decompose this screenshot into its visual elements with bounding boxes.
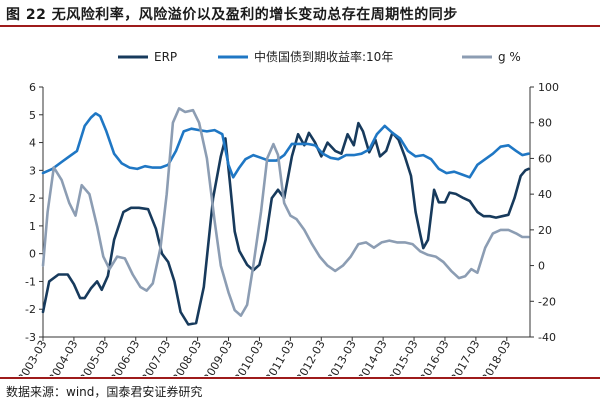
x-tick-label: 2010-03 xyxy=(232,338,266,376)
title-bar: 图 22 无风险利率，风险溢价以及盈利的增长变动总存在周期性的同步 xyxy=(0,0,600,27)
left-tick-label: -3 xyxy=(25,331,36,344)
x-tick-label: 2011-03 xyxy=(263,338,297,376)
legend-label: ERP xyxy=(154,50,177,64)
right-tick-label: 0 xyxy=(538,260,545,273)
left-tick-label: 4 xyxy=(29,137,36,150)
x-tick-label: 2007-03 xyxy=(139,338,173,376)
x-tick-label: 2006-03 xyxy=(108,338,142,376)
x-tick-label: 2014-03 xyxy=(355,338,389,376)
left-tick-label: 3 xyxy=(29,164,36,177)
series-line xyxy=(41,112,530,179)
legend-label: g % xyxy=(498,50,521,64)
right-tick-label: -20 xyxy=(538,295,556,308)
right-tick-label: 20 xyxy=(538,224,552,237)
right-tick-label: 80 xyxy=(538,117,552,130)
series-line xyxy=(41,107,530,317)
x-tick-label: 2009-03 xyxy=(201,338,235,376)
x-tick-label: 2018-03 xyxy=(479,338,513,376)
x-tick-label: 2012-03 xyxy=(294,338,328,376)
legend: ERP 中债国债到期收益率:10年 g % xyxy=(118,49,521,64)
chart-area: ERP 中债国债到期收益率:10年 g % -3 -2 -1 0 1 2 3 4 5 6 -40 -20 0… xyxy=(15,49,559,376)
right-tick-label: 100 xyxy=(538,81,559,94)
left-tick-label: -2 xyxy=(25,303,36,316)
figure-title: 图 22 无风险利率，风险溢价以及盈利的增长变动总存在周期性的同步 xyxy=(6,7,458,23)
left-tick-label: 6 xyxy=(29,81,36,94)
source-divider xyxy=(0,377,600,379)
left-tick-label: 1 xyxy=(29,220,36,233)
legend-label: 中债国债到期收益率:10年 xyxy=(254,49,393,64)
x-tick-label: 2004-03 xyxy=(46,338,80,376)
x-tick-label: 2015-03 xyxy=(386,338,420,376)
series-lines xyxy=(41,107,530,326)
series-line xyxy=(41,121,530,326)
x-tick-label: 2013-03 xyxy=(325,338,359,376)
x-tick-label: 2005-03 xyxy=(77,338,111,376)
left-tick-label: 2 xyxy=(29,192,36,205)
x-tick-label: 2016-03 xyxy=(417,338,451,376)
left-tick-label: 5 xyxy=(29,109,36,122)
right-tick-label: 40 xyxy=(538,188,552,201)
left-tick-label: 0 xyxy=(29,248,36,261)
title-divider xyxy=(0,25,600,27)
source-note: 数据来源：wind，国泰君安证券研究 xyxy=(6,385,203,399)
right-tick-label: -40 xyxy=(538,331,556,344)
x-tick-label: 2017-03 xyxy=(448,338,482,376)
left-tick-label: -1 xyxy=(25,275,36,288)
x-tick-label: 2008-03 xyxy=(170,338,204,376)
right-tick-label: 60 xyxy=(538,152,552,165)
